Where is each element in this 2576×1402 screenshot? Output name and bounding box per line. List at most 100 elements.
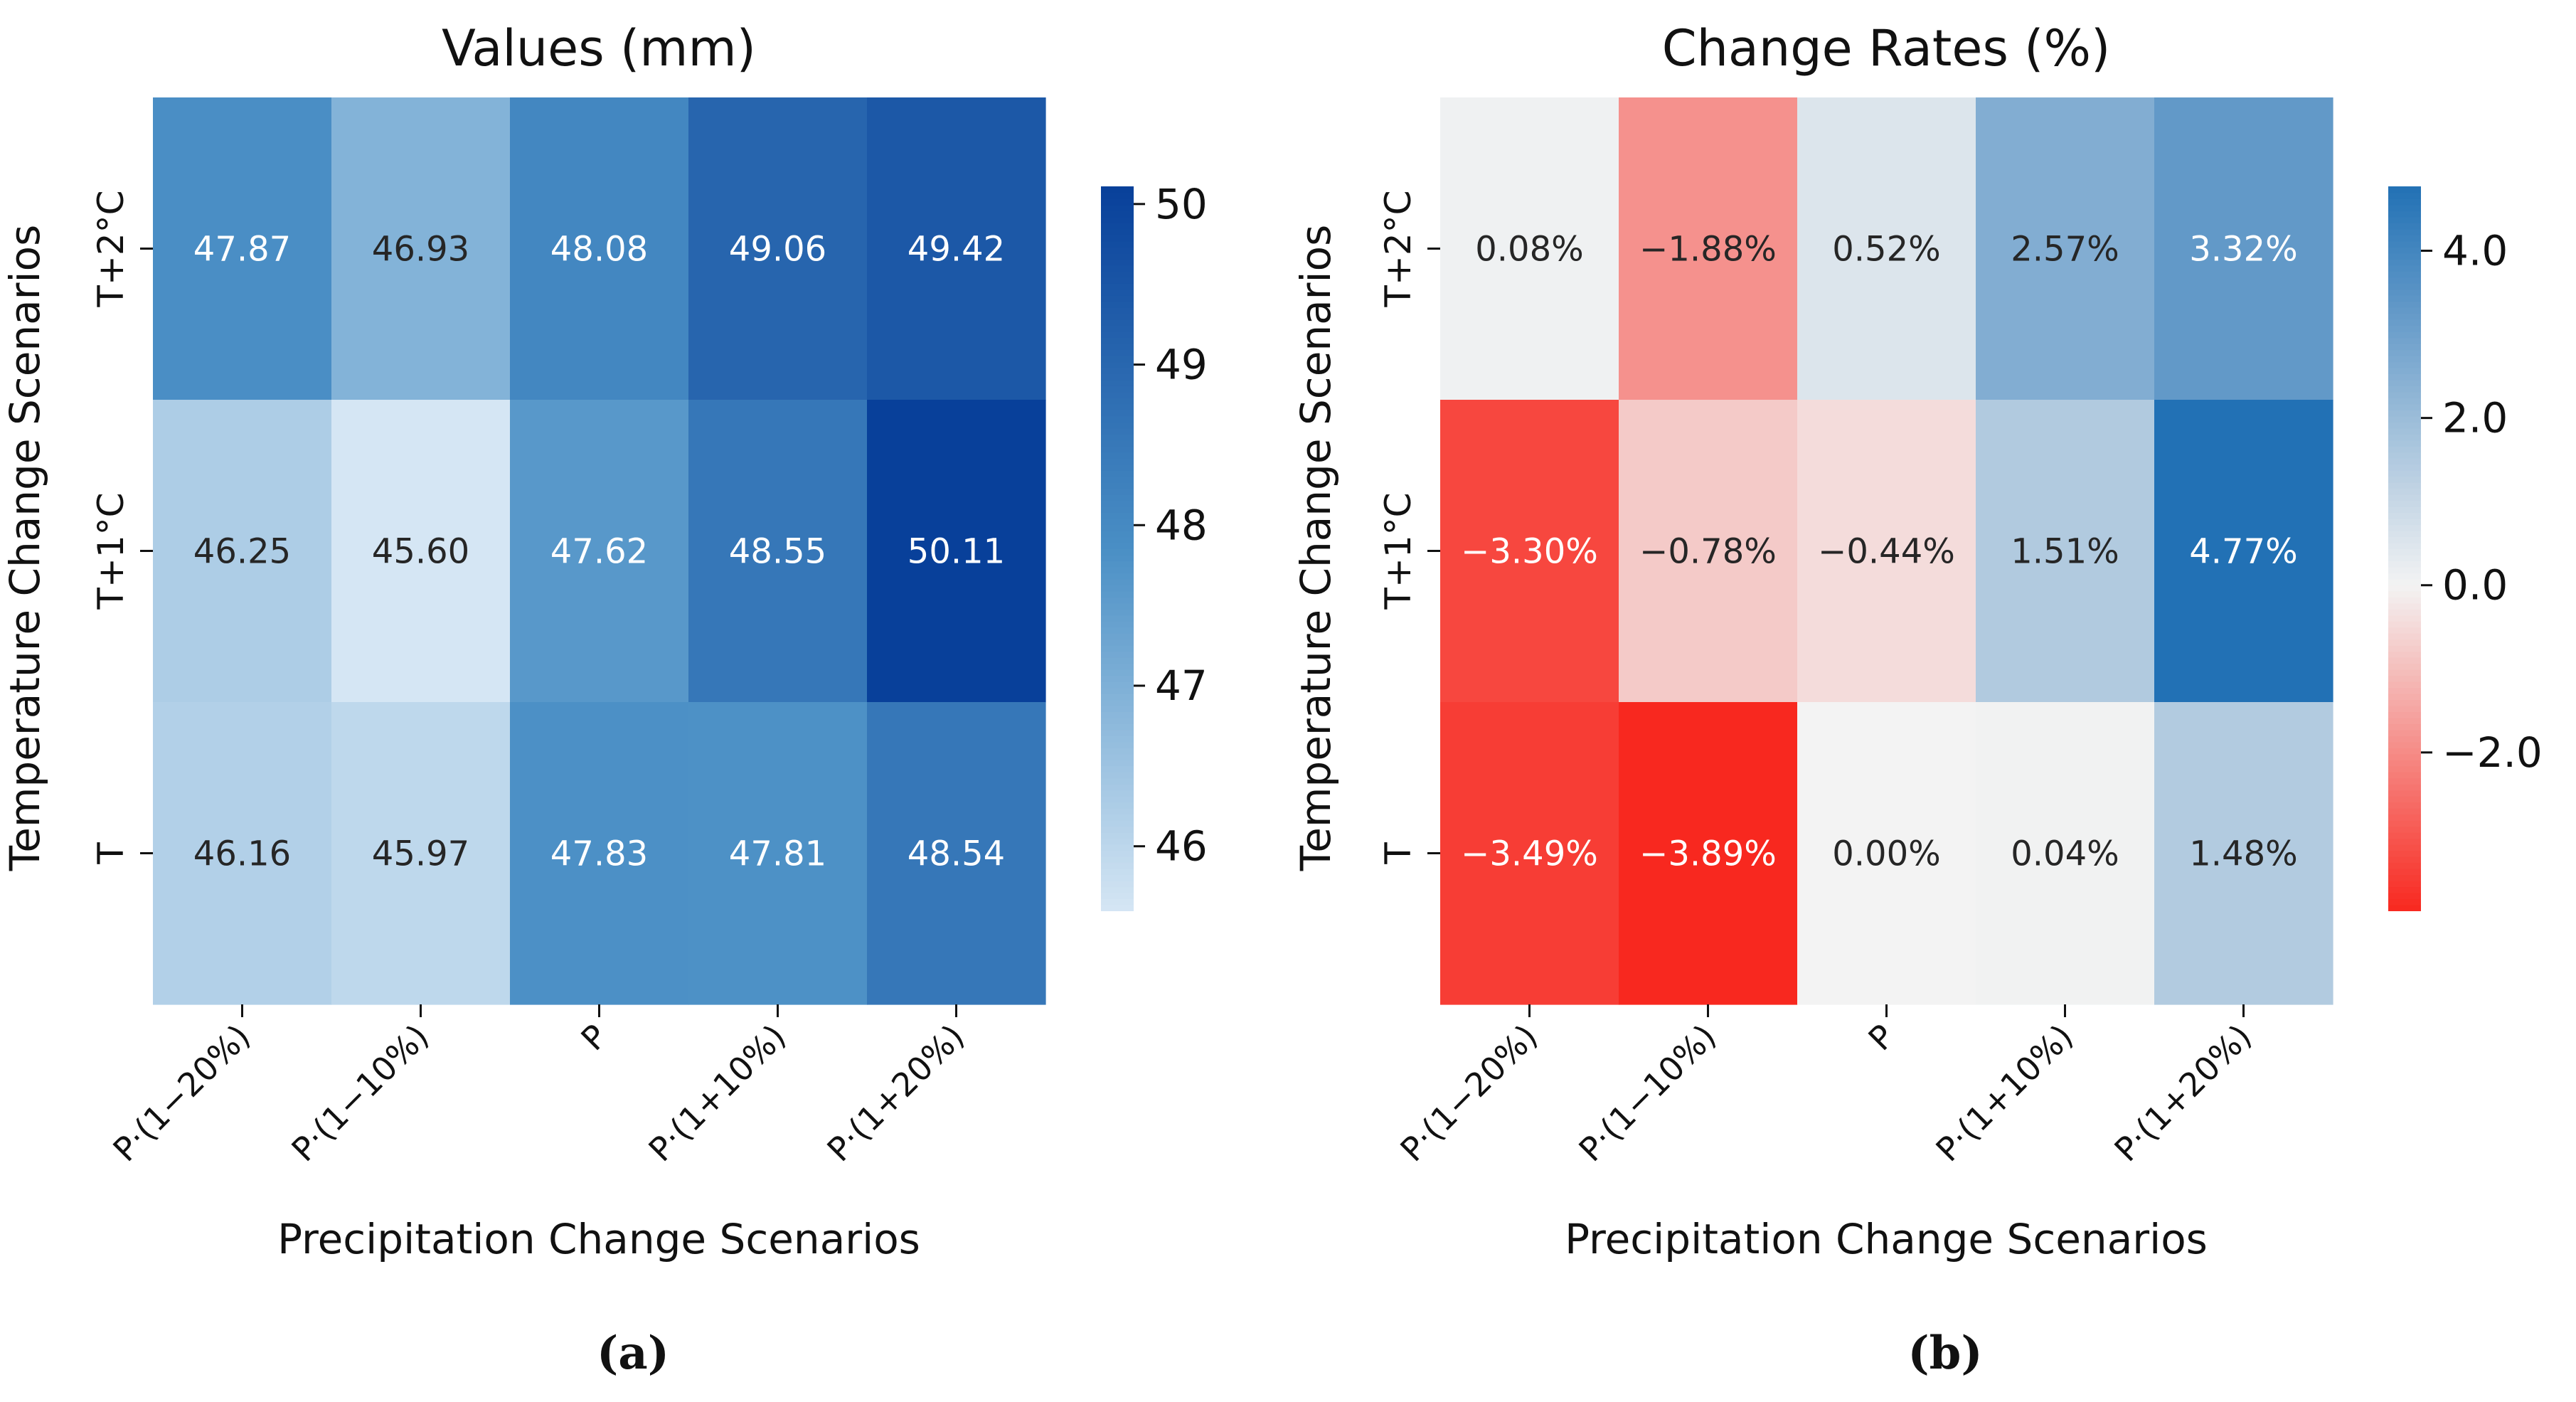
colorbar-segment-a [1101, 319, 1134, 326]
colorbar-segment-b [2388, 795, 2421, 803]
colorbar-segment-a [1101, 584, 1134, 592]
colorbar-segment-a [1101, 880, 1134, 888]
y-tick-label-b: T+2°C [1378, 190, 1419, 307]
colorbar-segment-b [2388, 687, 2421, 694]
heatmap-cell-b [2154, 400, 2333, 703]
heatmap-cell-a [331, 400, 511, 703]
y-tick-label-a: T [90, 842, 132, 865]
colorbar-segment-b [2388, 723, 2421, 731]
chart-title-b: Change Rates (%) [1662, 19, 2111, 78]
heatmap-cell-b [1440, 400, 1619, 703]
colorbar-segment-a [1101, 819, 1134, 827]
colorbar-segment-a [1101, 560, 1134, 568]
colorbar-segment-a [1101, 790, 1134, 797]
colorbar-segment-b [2388, 856, 2421, 864]
colorbar-segment-a [1101, 620, 1134, 628]
heatmap-cell-b [1797, 400, 1976, 703]
colorbar-segment-a [1101, 572, 1134, 580]
colorbar-segment-a [1101, 838, 1134, 845]
cell-label-a: 46.16 [193, 834, 291, 874]
colorbar-segment-a [1101, 554, 1134, 561]
colorbar-segment-a [1101, 892, 1134, 900]
colorbar-segment-a [1101, 421, 1134, 429]
colorbar-segment-a [1101, 802, 1134, 809]
colorbar-segment-b [2388, 536, 2421, 543]
colorbar-segment-a [1101, 741, 1134, 748]
colorbar-segment-a [1101, 868, 1134, 876]
cell-label-a: 46.93 [372, 230, 469, 270]
cell-label-a: 48.54 [908, 834, 1005, 874]
colorbar-segment-b [2388, 844, 2421, 851]
colorbar-segment-a [1101, 627, 1134, 634]
colorbar-segment-b [2388, 186, 2421, 193]
colorbar-segment-a [1101, 240, 1134, 248]
heatmap-cell-a [153, 97, 332, 400]
colorbar-segment-a [1101, 807, 1134, 815]
colorbar-segment-b [2388, 548, 2421, 556]
cell-label-a: 45.60 [372, 532, 469, 572]
colorbar-segment-b [2388, 240, 2421, 248]
colorbar-segment-a [1101, 343, 1134, 351]
colorbar-tick-label-b: 2.0 [2442, 394, 2508, 442]
heatmap-cell-a [331, 97, 511, 400]
colorbar-segment-a [1101, 469, 1134, 477]
y-tick-label-a: T+2°C [90, 190, 132, 307]
colorbar-segment-b [2388, 415, 2421, 423]
colorbar-segment-a [1101, 210, 1134, 218]
colorbar-segment-a [1101, 277, 1134, 284]
colorbar-segment-b [2388, 482, 2421, 489]
colorbar-segment-b [2388, 253, 2421, 260]
colorbar-segment-b [2388, 325, 2421, 332]
colorbar-segment-b [2388, 819, 2421, 827]
colorbar-segment-a [1101, 765, 1134, 772]
colorbar-tick-label-b: 0.0 [2442, 561, 2508, 610]
heatmap-cell-a [153, 702, 332, 1005]
x-axis-label-b: Precipitation Change Scenarios [1565, 1215, 2208, 1263]
heatmap-cell-b [1619, 400, 1798, 703]
cell-label-a: 48.55 [729, 532, 826, 572]
colorbar-segment-a [1101, 192, 1134, 199]
y-tick-label-b: T+1°C [1378, 492, 1419, 610]
colorbar-segment-b [2388, 554, 2421, 561]
x-tick-label-b: P·(1−10%) [1572, 1017, 1724, 1169]
colorbar-segment-b [2388, 469, 2421, 477]
colorbar-tick-label-a: 46 [1155, 822, 1208, 871]
colorbar-segment-b [2388, 632, 2421, 640]
colorbar-segment-a [1101, 391, 1134, 398]
y-tick-label-a: T+1°C [90, 492, 132, 610]
colorbar-segment-b [2388, 222, 2421, 230]
colorbar-segment-a [1101, 747, 1134, 755]
colorbar-segment-a [1101, 602, 1134, 610]
colorbar-segment-b [2388, 391, 2421, 398]
heatmap-cell-b [1619, 97, 1798, 400]
colorbar-segment-b [2388, 258, 2421, 266]
colorbar-segment-a [1101, 397, 1134, 405]
colorbar-segment-b [2388, 880, 2421, 888]
colorbar-segment-b [2388, 445, 2421, 453]
colorbar-segment-a [1101, 856, 1134, 864]
colorbar-segment-a [1101, 337, 1134, 344]
y-tick-label-b: T [1378, 842, 1419, 865]
colorbar-segment-a [1101, 433, 1134, 441]
colorbar-segment-b [2388, 385, 2421, 393]
heatmap-cell-b [1440, 97, 1619, 400]
colorbar-segment-a [1101, 771, 1134, 779]
heatmap-cell-b [1976, 702, 2155, 1005]
colorbar-segment-a [1101, 246, 1134, 254]
cell-label-b: −3.30% [1461, 532, 1598, 572]
colorbar-segment-b [2388, 886, 2421, 893]
colorbar-segment-a [1101, 427, 1134, 435]
colorbar-tick-label-a: 47 [1155, 662, 1208, 710]
colorbar-segment-b [2388, 699, 2421, 706]
cell-label-b: 0.04% [2011, 834, 2119, 874]
colorbar-segment-b [2388, 397, 2421, 405]
colorbar-segment-a [1101, 512, 1134, 519]
colorbar-segment-a [1101, 265, 1134, 272]
colorbar-segment-a [1101, 542, 1134, 549]
cell-label-a: 49.06 [729, 230, 826, 270]
colorbar-segment-b [2388, 669, 2421, 676]
colorbar-segment-a [1101, 216, 1134, 223]
colorbar-segment-b [2388, 343, 2421, 351]
colorbar-segment-b [2388, 234, 2421, 242]
colorbar-tick-label-a: 49 [1155, 341, 1208, 389]
